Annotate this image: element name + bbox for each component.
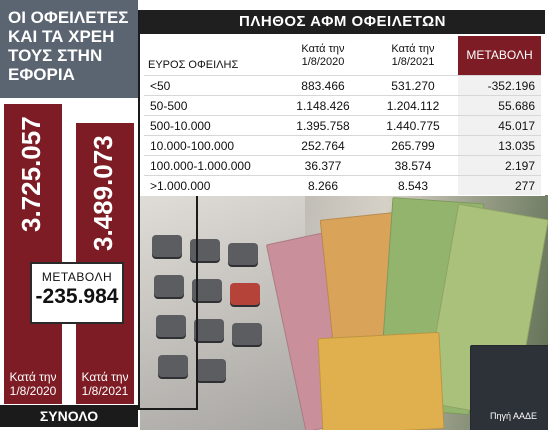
change-value: -235.984 [35,285,119,308]
change-label: ΜΕΤΑΒΟΛΗ [41,270,113,284]
bar-value-label: 3.489.073 [88,135,118,251]
calculator-key [230,283,260,305]
bar-2020: 3.725.057 Κατά την 1/8/2020 [4,104,62,404]
debtors-table: ΕΥΡΟΣ ΟΦΕΙΛΗΣ Κατά την 1/8/2020 Κατά την… [144,36,541,195]
table-row: 500-10.000 1.395.758 1.440.775 45.017 [144,115,541,136]
cell-change: 2.197 [458,155,541,176]
cell-2020: 8.266 [278,175,368,195]
bar-value-label: 3.725.057 [16,116,46,232]
calculator-key [194,319,224,341]
calculator-key [232,323,262,345]
cell-2020: 252.764 [278,135,368,156]
connector-line [138,10,140,410]
column-header-2021: Κατά την 1/8/2021 [391,42,435,68]
column-header-change: ΜΕΤΑΒΟΛΗ [458,36,541,76]
cell-range: 100.000-1.000.000 [144,155,278,176]
cell-range: >1.000.000 [144,175,278,195]
cell-range: 10.000-100.000 [144,135,278,156]
cell-2021: 265.799 [368,135,458,156]
column-header-range: ΕΥΡΟΣ ΟΦΕΙΛΗΣ [148,59,239,71]
table-row: >1.000.000 8.266 8.543 277 [144,175,541,195]
calculator-key [190,239,220,261]
bar-category-label: Κατά την 1/8/2021 [81,370,129,398]
cell-2021: 1.204.112 [368,95,458,116]
change-box: ΜΕΤΑΒΟΛΗ -235.984 [30,262,124,324]
calculator-key [192,279,222,301]
connector-line [196,196,198,410]
cell-change: 45.017 [458,115,541,136]
calculator-key [158,355,188,377]
infographic-title: ΟΙ ΟΦΕΙΛΕΤΕΣ ΚΑΙ ΤΑ ΧΡΕΗ ΤΟΥΣ ΣΤΗΝ ΕΦΟΡΙ… [8,8,129,84]
cell-range: 50-500 [144,95,278,116]
calculator-key [196,359,226,381]
cell-range: <50 [144,75,278,96]
title-panel: ΟΙ ΟΦΕΙΛΕΤΕΣ ΚΑΙ ΤΑ ΧΡΕΗ ΤΟΥΣ ΣΤΗΝ ΕΦΟΡΙ… [0,0,138,98]
total-label: ΣΥΝΟΛΟ [0,405,138,427]
connector-line [138,408,198,410]
cell-range: 500-10.000 [144,115,278,136]
calculator-key [156,315,186,337]
calculator-key [228,243,258,265]
source-note: Πηγή ΑΑΔΕ [490,411,538,421]
calculator-key [152,235,182,257]
cell-2021: 8.543 [368,175,458,195]
cell-2020: 1.148.426 [278,95,368,116]
banknote-50 [317,331,445,430]
table-header-row: ΕΥΡΟΣ ΟΦΕΙΛΗΣ Κατά την 1/8/2020 Κατά την… [144,36,541,76]
cell-2020: 1.395.758 [278,115,368,136]
cell-2020: 36.377 [278,155,368,176]
smartphone-image [470,345,548,430]
column-header-2020: Κατά την 1/8/2020 [301,42,345,68]
table-row: 50-500 1.148.426 1.204.112 55.686 [144,95,541,116]
table-row: 100.000-1.000.000 36.377 38.574 2.197 [144,155,541,176]
cell-change: 55.686 [458,95,541,116]
calculator-and-banknotes-photo [140,195,548,430]
bar-category-label: Κατά την 1/8/2020 [9,370,57,398]
table-title: ΠΛΗΘΟΣ ΑΦΜ ΟΦΕΙΛΕΤΩΝ [140,10,545,34]
cell-change: 277 [458,175,541,195]
cell-2021: 38.574 [368,155,458,176]
calculator-key [154,275,184,297]
cell-2020: 883.466 [278,75,368,96]
table-row: 10.000-100.000 252.764 265.799 13.035 [144,135,541,156]
cell-2021: 531.270 [368,75,458,96]
debtors-table-panel: ΠΛΗΘΟΣ ΑΦΜ ΟΦΕΙΛΕΤΩΝ ΕΥΡΟΣ ΟΦΕΙΛΗΣ Κατά … [140,10,545,196]
cell-change: 13.035 [458,135,541,156]
cell-2021: 1.440.775 [368,115,458,136]
cell-change: -352.196 [458,75,541,96]
table-row: <50 883.466 531.270 -352.196 [144,75,541,96]
